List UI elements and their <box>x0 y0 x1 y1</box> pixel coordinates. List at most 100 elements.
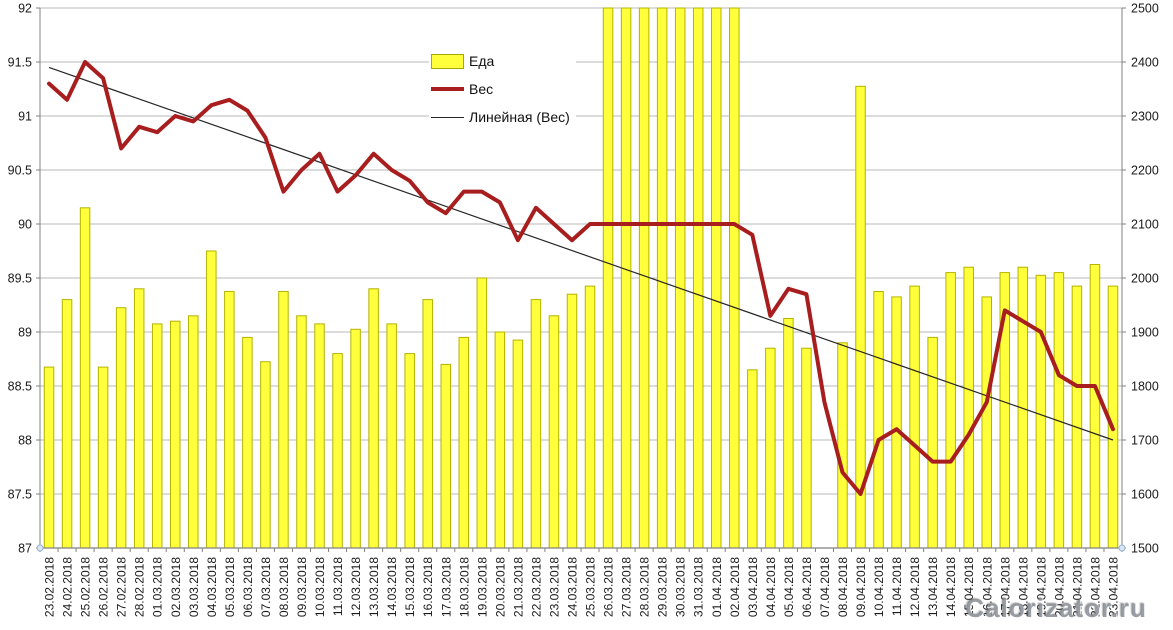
x-axis-date-label: 28.03.2018 <box>638 557 652 617</box>
x-axis-date-label: 26.03.2018 <box>602 557 616 617</box>
x-axis-date-label: 27.03.2018 <box>620 557 634 617</box>
food-bar <box>458 336 470 549</box>
food-bar <box>548 315 560 549</box>
gridlines <box>40 7 1122 495</box>
x-axis-date-label: 31.03.2018 <box>692 557 706 617</box>
x-axis-date-label: 26.02.2018 <box>97 557 111 617</box>
x-axis-date-label: 09.03.2018 <box>295 557 309 617</box>
right-axis-tick-label: 2000 <box>1131 272 1159 286</box>
food-bar <box>711 7 722 549</box>
food-bar <box>314 323 325 549</box>
food-bar <box>801 347 812 549</box>
x-axis-date-label: 19.03.2018 <box>475 557 489 617</box>
x-axis-date-label: 18.03.2018 <box>457 557 471 617</box>
x-axis-date-label: 29.03.2018 <box>656 557 670 617</box>
food-bar <box>638 7 650 549</box>
food-bar <box>115 307 127 549</box>
x-axis-date-label: 18.04.2018 <box>1016 557 1030 617</box>
x-axis-date-label: 12.04.2018 <box>908 557 922 617</box>
legend-item-weight: Вес <box>431 75 570 103</box>
weight-trendline <box>48 66 1114 441</box>
x-axis-date-label: 16.04.2018 <box>980 557 994 617</box>
x-axis-date-label: 13.04.2018 <box>926 557 940 617</box>
food-bar <box>927 336 938 549</box>
right-axis-tick-label: 1700 <box>1131 434 1159 448</box>
x-axis-date-label: 04.03.2018 <box>205 557 219 617</box>
x-axis-date-label: 10.04.2018 <box>872 557 886 617</box>
food-bar <box>1089 264 1101 549</box>
food-bar <box>674 7 686 549</box>
food-bar <box>332 353 343 549</box>
food-bar <box>873 291 884 549</box>
right-axis-tick-label: 1500 <box>1131 542 1159 556</box>
food-bar <box>837 342 848 549</box>
x-axis-date-label: 04.04.2018 <box>764 557 778 617</box>
left-axis-labels: 92 91.5 91 90.5 90 89.5 89 88.5 88 87.5 87 <box>8 2 32 556</box>
x-axis-date-label: 12.03.2018 <box>349 557 363 617</box>
food-bar <box>1071 285 1083 549</box>
x-axis-date-label: 24.03.2018 <box>565 557 579 617</box>
left-axis-tick-label: 90.5 <box>8 164 32 178</box>
left-axis-tick-label: 89.5 <box>8 272 32 286</box>
x-axis-date-label: 24.02.2018 <box>61 557 75 617</box>
right-axis-tick-label: 2200 <box>1131 164 1159 178</box>
food-bar <box>602 7 614 549</box>
legend-swatch-bar-icon <box>431 53 464 69</box>
food-bar <box>566 293 578 549</box>
x-axis-date-label: 15.04.2018 <box>962 557 976 617</box>
x-axis-date-label: 19.04.2018 <box>1034 557 1048 617</box>
chart-corner-handle <box>1118 544 1126 552</box>
x-axis-date-label: 05.04.2018 <box>782 557 796 617</box>
food-bar <box>494 331 506 549</box>
food-bar <box>783 318 794 549</box>
food-bar <box>170 320 181 549</box>
right-axis-tick-label: 2400 <box>1131 56 1159 70</box>
food-bar <box>1053 272 1065 549</box>
food-bar <box>692 7 704 549</box>
x-axis-date-label: 11.04.2018 <box>890 557 904 616</box>
x-axis-date-label: 07.03.2018 <box>259 557 273 617</box>
food-bar <box>188 315 199 549</box>
food-bar <box>765 347 776 549</box>
legend: Еда Вес Линейная (Вес) <box>429 45 576 133</box>
food-bar <box>404 353 415 549</box>
food-bar <box>512 339 524 549</box>
food-bar <box>79 207 91 549</box>
legend-swatch-line-icon <box>431 87 464 91</box>
food-bar <box>368 288 379 549</box>
food-bar <box>963 266 974 549</box>
x-axis-date-label: 03.04.2018 <box>746 557 760 617</box>
x-axis-date-label: 23.03.2018 <box>547 557 561 617</box>
x-axis-date-label: 17.04.2018 <box>998 557 1012 617</box>
left-axis-tick-label: 92 <box>18 2 32 16</box>
legend-swatch-trend-icon <box>431 116 464 118</box>
x-axis-date-label: 27.02.2018 <box>115 557 129 617</box>
x-axis-date-label: 01.03.2018 <box>151 557 165 617</box>
x-axis-date-label: 20.04.2018 <box>1052 557 1066 617</box>
left-axis-tick-label: 89 <box>18 326 32 340</box>
right-axis-tick-label: 1600 <box>1131 488 1159 502</box>
left-axis-tick-label: 90 <box>18 218 32 232</box>
food-bar <box>945 272 956 549</box>
x-axis-date-label: 09.04.2018 <box>854 557 868 617</box>
left-axis-tick-label: 87 <box>18 542 32 556</box>
x-axis-date-label: 30.03.2018 <box>674 557 688 617</box>
right-axis-tick-label: 2100 <box>1131 218 1159 232</box>
legend-label-food: Еда <box>469 53 495 69</box>
left-axis-tick-label: 88 <box>18 434 32 448</box>
x-axis-date-label: 05.03.2018 <box>223 557 237 617</box>
food-bar <box>747 369 758 549</box>
food-bar <box>422 299 433 549</box>
x-axis-date-label: 10.03.2018 <box>313 557 327 617</box>
x-axis-date-label: 11.03.2018 <box>331 557 345 616</box>
legend-item-food: Еда <box>431 47 570 75</box>
x-axis-date-label: 08.04.2018 <box>836 557 850 617</box>
food-bar <box>620 7 632 549</box>
food-bar <box>206 250 217 549</box>
food-bar <box>440 363 451 549</box>
food-bar <box>350 328 361 549</box>
food-bar <box>61 299 73 549</box>
left-axis-tick-label: 91.5 <box>8 56 32 70</box>
food-bar <box>981 296 992 549</box>
x-axis-date-label: 06.04.2018 <box>800 557 814 617</box>
